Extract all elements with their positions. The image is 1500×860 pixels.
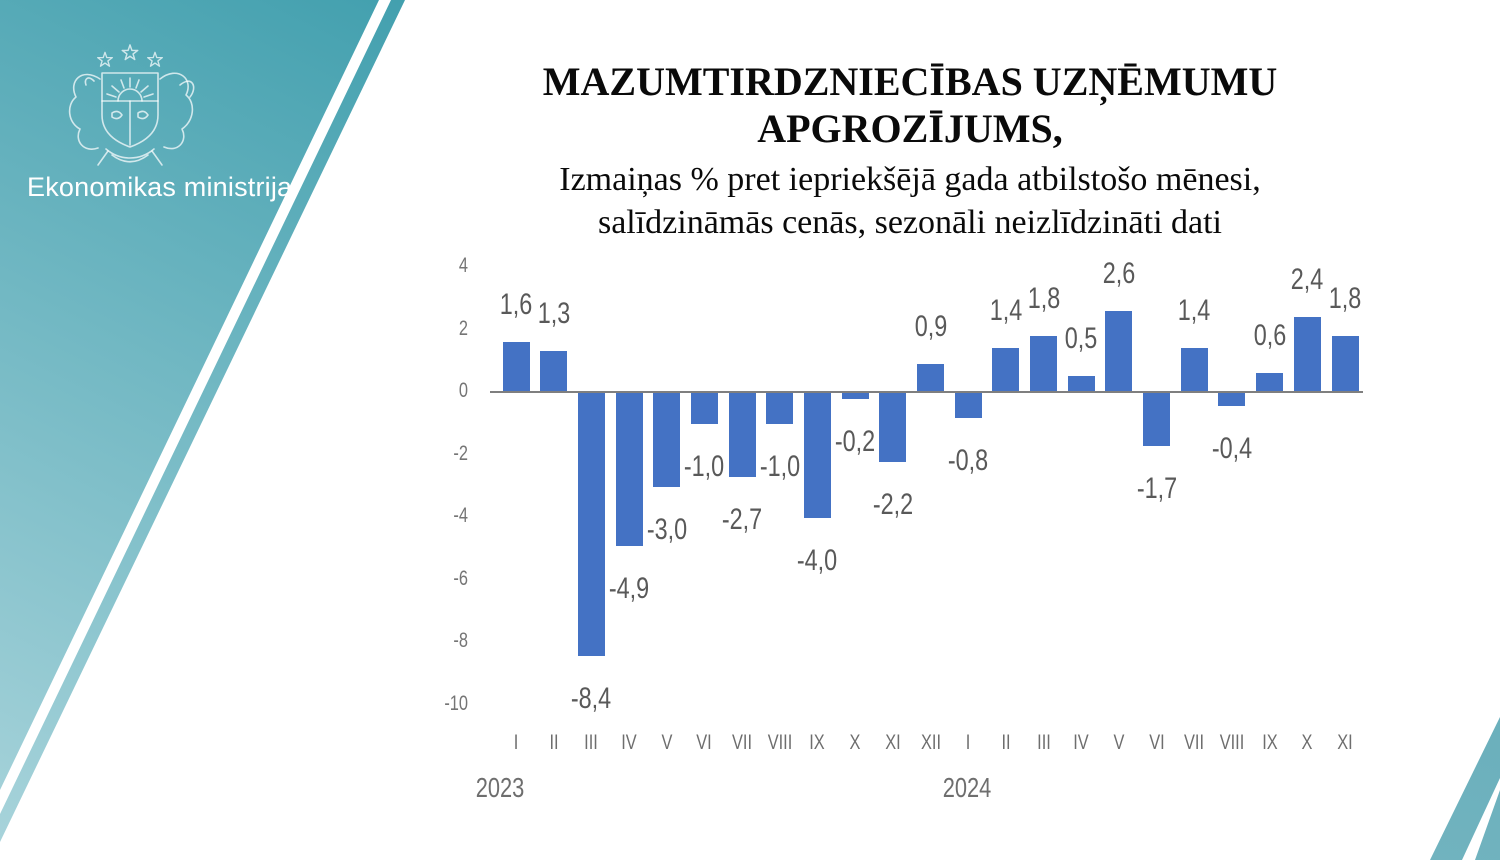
bar-value-label: 0,9 [914,309,947,343]
x-axis-month-label: II [549,731,559,754]
x-axis-month-label: V [1113,731,1125,754]
bar [615,393,643,547]
x-axis-month-label: XI [885,731,901,754]
x-axis-month-label: X [1301,731,1313,754]
bar-value-label: -8,4 [571,681,612,715]
y-axis-tick-label: -6 [453,566,468,590]
bar-value-label: -3,0 [646,512,687,546]
bar-value-label: -4,0 [797,544,838,577]
bar-value-label: 1,4 [1177,294,1211,328]
x-axis-month-label: IX [1261,731,1278,754]
bar [1180,348,1208,393]
bar [1030,335,1057,393]
x-axis-month-label: III [1036,731,1051,754]
bar-value-label: 2,6 [1102,256,1136,290]
bar [1218,393,1246,406]
griffin-supporter-icon [159,72,195,150]
x-axis-year-label: 2024 [942,772,992,803]
shield-icon [101,72,159,148]
bar [766,393,794,425]
x-axis-month-label: XII [920,731,941,754]
bar [1293,317,1321,392]
x-axis-month-label: VI [696,731,713,754]
x-axis-month-label: VII [1184,731,1205,754]
y-axis-tick-label: 4 [458,254,468,277]
y-axis-tick-label: 2 [458,316,468,340]
bar-value-label: -0,8 [948,444,989,477]
chart-subtitle-line-2: salīdzināmās cenās, sezonāli neizlīdzinā… [597,204,1223,241]
x-axis-month-label: VI [1148,731,1165,754]
y-axis-tick-label: -2 [453,441,468,465]
bar-value-label: -2,2 [872,487,913,521]
bar [728,393,756,478]
bar-value-label: 1,4 [989,294,1023,328]
bar-value-label: -1,7 [1136,472,1177,506]
x-axis-month-label: II [1001,731,1011,754]
y-axis-tick-label: 0 [458,379,468,402]
bar [841,393,869,400]
bar [1331,335,1359,393]
x-axis-month-label: III [584,731,599,754]
x-axis-month-label: X [849,731,861,754]
bar-value-label: -2,7 [721,503,763,537]
chart-title-line-2: APGROZĪJUMS, [757,106,1063,151]
lion-supporter-icon [68,73,101,150]
bar-value-label: -4,9 [608,572,650,606]
x-axis-month-label: VIII [767,731,793,754]
bar-value-label: 1,3 [537,297,570,331]
bar [1105,310,1133,393]
chart-title-block: MAZUMTIRDZNIECĪBAS UZŅĒMUMU APGROZĪJUMS,… [430,58,1390,244]
bar-value-label: 1,6 [499,288,533,321]
bar-value-label: 0,5 [1064,322,1098,356]
x-axis-month-label: VIII [1219,731,1245,754]
stars-icon [97,44,163,67]
bar [653,393,681,487]
bar [992,348,1020,393]
x-axis-month-label: VII [732,731,753,754]
chart-title-line-1: MAZUMTIRDZNIECĪBAS UZŅĒMUMU [542,59,1278,104]
bar-value-label: -1,0 [759,450,800,484]
x-axis-month-label: I [513,731,519,754]
bar-value-label: 1,8 [1027,281,1060,315]
bar [917,363,944,392]
ministry-name: Ekonomikas ministrija [27,172,293,202]
bar [1143,393,1171,447]
chart-subtitle-line-1: Izmaiņas % pret iepriekšējā gada atbilst… [559,161,1261,198]
x-axis-month-label: I [965,731,971,754]
x-axis-month-label: IV [621,731,637,754]
bar-value-label: -0,4 [1211,431,1253,465]
bar [879,393,907,462]
y-axis-tick-label: -8 [453,629,468,652]
bar-value-label: -0,2 [834,425,876,459]
bar-value-label: 0,6 [1253,319,1286,353]
x-axis-line [490,391,1363,393]
bar [577,393,605,656]
x-axis-month-label: XI [1337,731,1353,754]
bar [1256,373,1284,393]
bar [1067,376,1095,392]
bar [540,351,568,392]
latvia-coat-of-arms-icon [68,44,195,166]
x-axis-year-label: 2023 [475,772,525,803]
bar-value-label: 2,4 [1291,263,1324,296]
bar-value-label: 1,8 [1328,281,1362,315]
bar [803,393,831,518]
y-axis-tick-label: -10 [444,691,468,715]
x-axis-month-label: IV [1073,731,1089,754]
bar-value-label: -1,0 [684,450,725,484]
bar [502,342,530,392]
bar [954,393,982,418]
x-axis-month-label: V [661,731,673,754]
y-axis-tick-label: -4 [453,504,468,527]
ribbon-icon [97,148,163,166]
x-axis-month-label: IX [809,731,826,754]
bar [690,393,718,425]
